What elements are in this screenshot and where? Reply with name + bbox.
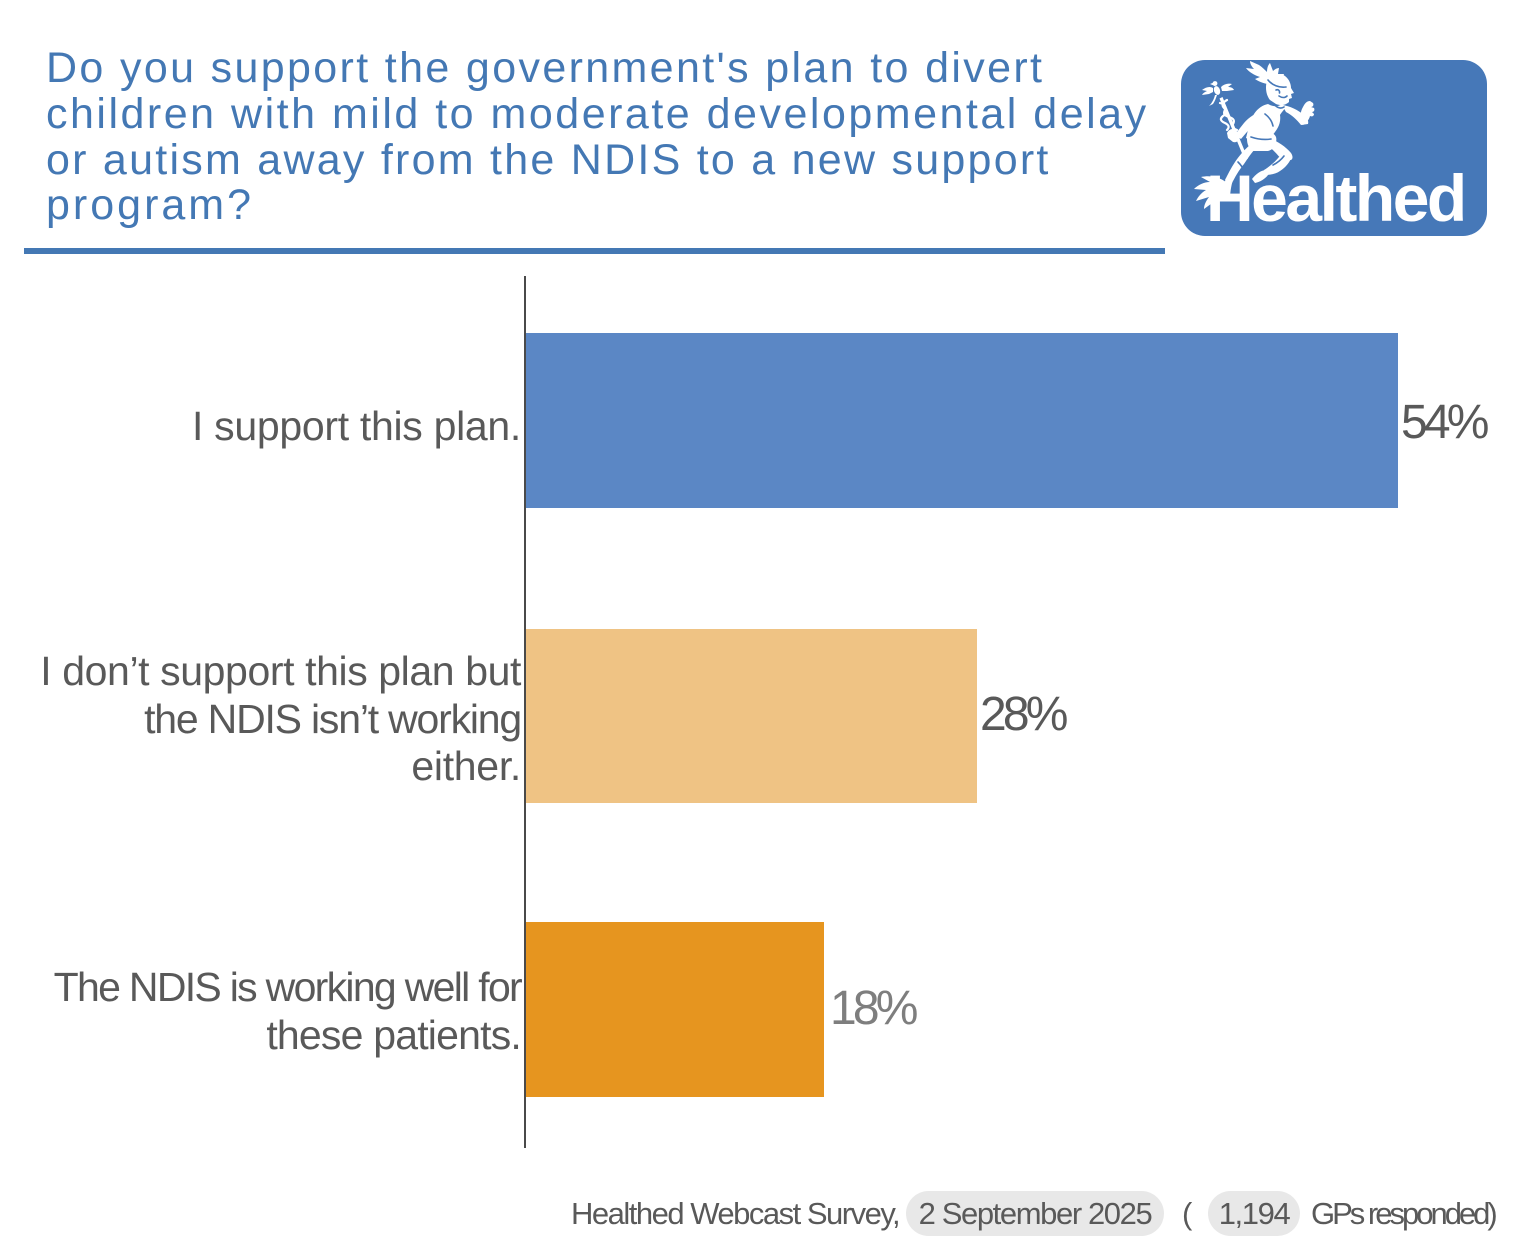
svg-text:Healthed: Healthed [1206, 161, 1465, 235]
